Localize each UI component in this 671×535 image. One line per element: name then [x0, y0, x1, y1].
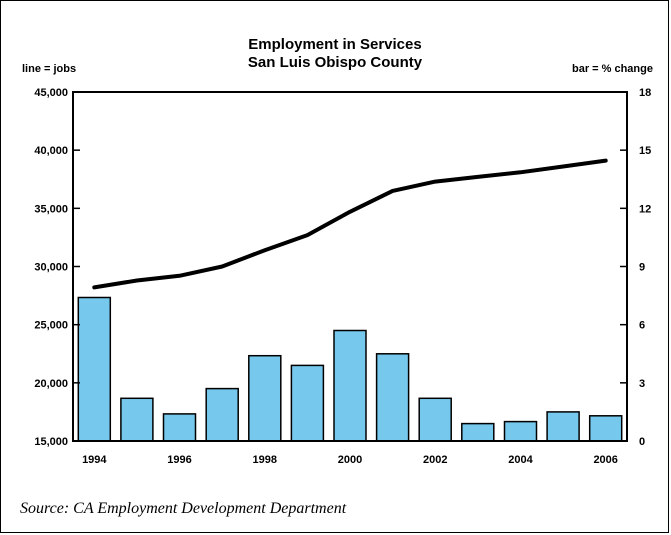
bar-2002 — [418, 397, 452, 442]
chart-title-line-1: Employment in Services — [248, 36, 421, 53]
bar-1994 — [77, 296, 112, 442]
bar-1995 — [120, 397, 154, 442]
bar-2004 — [503, 420, 538, 442]
axes — [72, 91, 628, 442]
right-tick-label: 18 — [639, 87, 651, 99]
left-tick-label: 45,000 — [34, 87, 68, 99]
chart-title-line-2: San Luis Obispo County — [248, 54, 423, 71]
left-tick-label: 25,000 — [34, 320, 68, 332]
tick-labels: 15,000 20,000 25,000 30,000 35,000 40,000 45,0… — [34, 87, 651, 466]
bar-2005 — [546, 411, 580, 442]
right-tick-label: 15 — [639, 145, 651, 157]
bar-2003 — [461, 422, 495, 442]
x-tick-label: 2006 — [593, 454, 617, 466]
right-tick-label: 9 — [639, 262, 645, 274]
right-tick-label: 3 — [639, 378, 645, 390]
left-axis-note: line = jobs — [22, 63, 76, 75]
x-tick-label: 2004 — [508, 454, 533, 466]
left-tick-label: 40,000 — [34, 145, 68, 157]
left-tick-label: 30,000 — [34, 262, 68, 274]
jobs-line — [92, 158, 608, 290]
right-axis-note: bar = % change — [572, 63, 653, 75]
x-tick-label: 1994 — [82, 454, 107, 466]
bar-2006 — [588, 415, 623, 442]
left-tick-label: 35,000 — [34, 203, 68, 215]
bar-series — [77, 296, 623, 442]
bar-2001 — [375, 353, 410, 442]
bar-1996 — [162, 413, 197, 442]
bar-2000 — [333, 329, 367, 442]
x-tick-label: 2000 — [338, 454, 362, 466]
bar-1997 — [205, 387, 239, 442]
right-tick-label: 6 — [639, 320, 645, 332]
right-tick-label: 12 — [639, 203, 651, 215]
source-note: Source: CA Employment Development Depart… — [20, 500, 347, 517]
x-tick-label: 1998 — [253, 454, 277, 466]
x-tick-label: 2002 — [423, 454, 447, 466]
bar-1998 — [248, 354, 282, 442]
left-tick-label: 15,000 — [34, 436, 68, 448]
right-tick-label: 0 — [639, 436, 645, 448]
x-tick-label: 1996 — [167, 454, 191, 466]
bar-1999 — [290, 364, 325, 442]
left-tick-label: 20,000 — [34, 378, 68, 390]
